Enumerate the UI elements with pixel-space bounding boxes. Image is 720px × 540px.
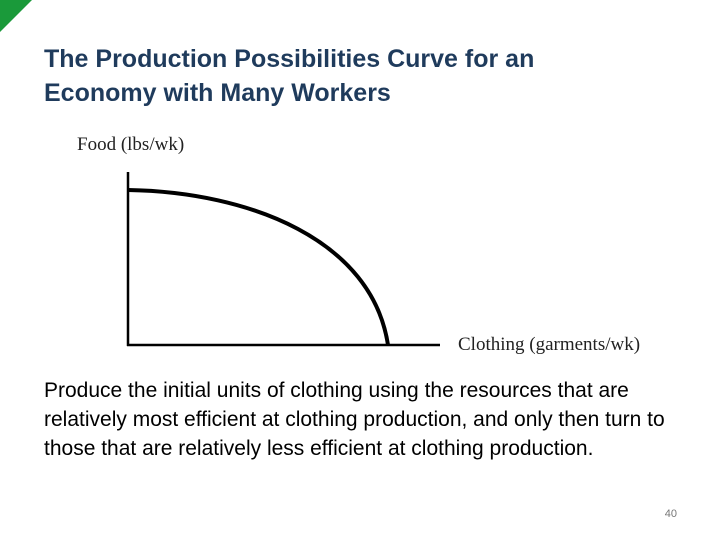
x-axis-label: Clothing (garments/wk): [458, 334, 640, 355]
slide-title: The Production Possibilities Curve for a…: [44, 45, 535, 107]
page-number: 40: [664, 508, 677, 520]
ppc-curve: [127, 188, 390, 346]
y-axis-label: Food (lbs/wk): [77, 134, 184, 155]
corner-decoration: [0, 0, 32, 32]
body-text: Produce the initial units of clothing us…: [44, 379, 665, 460]
